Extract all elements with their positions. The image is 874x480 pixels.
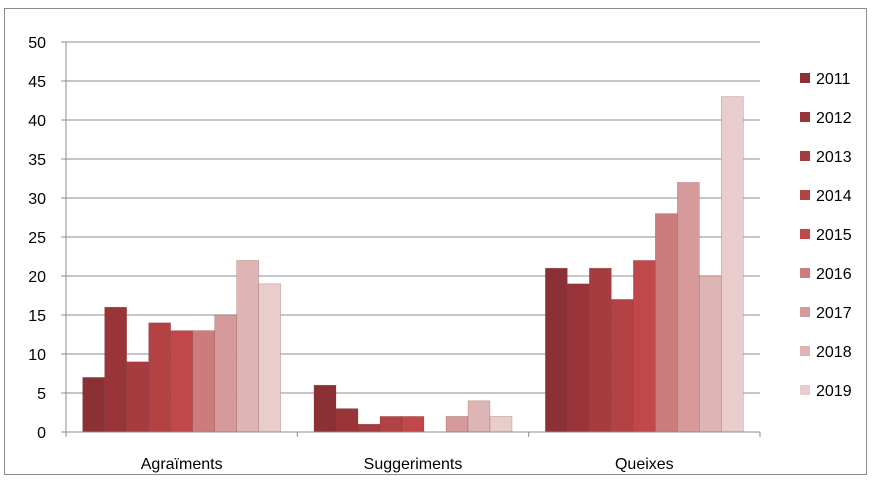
category-label: Suggeriments <box>364 456 463 473</box>
bar-2015 <box>170 330 193 433</box>
legend-swatch <box>800 151 810 161</box>
bar-2013 <box>357 423 381 433</box>
bar-2011 <box>82 377 105 433</box>
bar-2013 <box>126 361 149 433</box>
bar-2012 <box>335 408 359 433</box>
legend-swatch <box>800 73 810 83</box>
legend-label: 2015 <box>816 227 852 244</box>
bar-2012 <box>567 283 590 433</box>
bar-2015 <box>633 260 656 433</box>
legend-label: 2012 <box>816 110 852 127</box>
legend-swatch <box>800 190 810 200</box>
y-tick-labels: 0 5 10 15 20 25 30 35 40 45 50 <box>28 35 46 442</box>
axes <box>61 41 761 437</box>
legend-label: 2016 <box>816 266 852 283</box>
bar-2016 <box>192 330 215 433</box>
legend-label: 2014 <box>816 188 852 205</box>
category-label: Queixes <box>615 456 674 473</box>
bar-2019 <box>489 416 513 433</box>
bar-2014 <box>611 299 634 433</box>
y-tick-label: 20 <box>28 269 46 286</box>
legend-label: 2017 <box>816 305 852 322</box>
legend-swatch <box>800 307 810 317</box>
bar-2011 <box>545 267 568 433</box>
legend-label: 2011 <box>816 71 851 88</box>
bar-2015 <box>401 416 425 433</box>
legend-swatch <box>800 229 810 239</box>
y-tick-label: 40 <box>28 113 46 130</box>
legend-label: 2018 <box>816 344 852 361</box>
legend-label: 2019 <box>816 383 852 400</box>
legend-swatch <box>800 346 810 356</box>
bar-2017 <box>214 314 237 433</box>
y-tick-label: 10 <box>28 347 46 364</box>
category-labels: Agraïments Suggeriments Queixes <box>141 456 674 473</box>
bar-2019 <box>258 283 281 433</box>
legend-swatch <box>800 112 810 122</box>
legend-label: 2013 <box>816 149 852 166</box>
bar-2012 <box>104 306 127 433</box>
bar-2018 <box>699 275 722 433</box>
y-tick-label: 5 <box>37 386 46 403</box>
category-label: Agraïments <box>141 456 223 473</box>
bar-2018 <box>467 400 491 433</box>
y-tick-label: 50 <box>28 35 46 52</box>
y-tick-label: 30 <box>28 191 46 208</box>
bar-2016 <box>655 213 678 433</box>
legend-swatch <box>800 385 810 395</box>
bars <box>82 96 744 433</box>
bar-2018 <box>236 260 259 433</box>
bar-2014 <box>148 322 171 433</box>
bar-2013 <box>589 267 612 433</box>
y-tick-label: 25 <box>28 230 46 247</box>
y-tick-label: 0 <box>37 425 46 442</box>
y-tick-label: 45 <box>28 74 46 91</box>
bar-2017 <box>677 182 700 433</box>
bar-2011 <box>313 384 337 433</box>
bar-2017 <box>445 416 469 433</box>
legend-swatch <box>800 268 810 278</box>
y-tick-label: 35 <box>28 152 46 169</box>
legend: 2011 2012 2013 2014 2015 2016 2017 2018 2019 <box>800 71 852 400</box>
y-tick-label: 15 <box>28 308 46 325</box>
bar-2014 <box>379 416 403 433</box>
bar-2019 <box>721 96 744 433</box>
